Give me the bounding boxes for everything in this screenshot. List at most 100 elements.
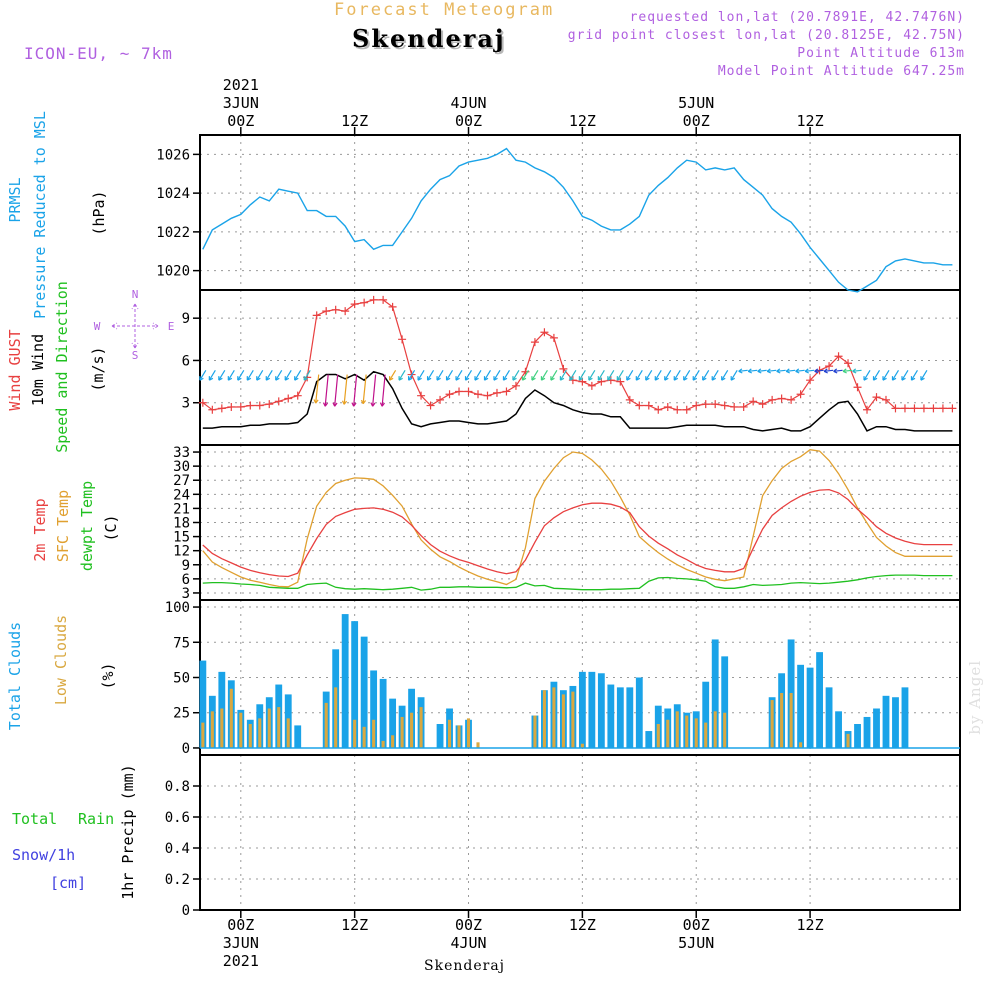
total-cloud-bar bbox=[892, 697, 899, 748]
gust-marker bbox=[217, 404, 226, 413]
wind-direction-arrow bbox=[313, 374, 320, 404]
gust-marker bbox=[530, 338, 539, 347]
low-cloud-bar bbox=[334, 687, 338, 748]
wind-arrow-shaft bbox=[417, 370, 425, 381]
low-cloud-bar bbox=[229, 688, 233, 748]
dewpt-line bbox=[202, 574, 953, 591]
wind-arrow-head bbox=[265, 376, 271, 381]
gust-marker bbox=[720, 401, 729, 410]
wind-direction-arrow bbox=[730, 370, 738, 381]
wind-direction-arrow bbox=[721, 370, 729, 381]
wind-arrow-shaft bbox=[721, 370, 729, 381]
gust-marker bbox=[293, 391, 302, 400]
wind-arrow-head bbox=[512, 376, 517, 381]
low-cloud-bar bbox=[362, 726, 366, 748]
label-pressure-msl: Pressure Reduced to MSL bbox=[31, 111, 49, 319]
gust-marker bbox=[825, 362, 834, 371]
xtick-label-bottom: 12Z bbox=[797, 916, 824, 934]
low-cloud-bar bbox=[248, 724, 252, 748]
total-cloud-bar bbox=[825, 687, 833, 748]
wind-arrow-head bbox=[863, 376, 868, 381]
wind-direction-arrow bbox=[616, 370, 624, 381]
wind-arrow-shaft bbox=[872, 370, 881, 381]
wind-arrow-head bbox=[721, 376, 726, 381]
low-cloud-bar bbox=[457, 725, 461, 748]
ytick-label-wind: 3 bbox=[182, 396, 190, 412]
gust-marker bbox=[417, 391, 426, 400]
wind-direction-arrow bbox=[407, 370, 416, 381]
model-altitude: Model Point Altitude 647.25m bbox=[717, 64, 965, 79]
wind-arrow-head bbox=[597, 376, 603, 381]
label-snow-unit: [cm] bbox=[50, 874, 86, 892]
xtick-label-top: 5JUN bbox=[678, 94, 714, 112]
wind-arrow-head bbox=[455, 376, 460, 381]
wind-direction-arrow bbox=[683, 370, 691, 381]
wind-arrow-shaft bbox=[910, 370, 918, 381]
compass-n: N bbox=[132, 288, 139, 301]
gust-marker bbox=[739, 402, 748, 411]
xtick-label-top: 00Z bbox=[455, 112, 482, 130]
wind-arrow-shaft bbox=[702, 370, 710, 381]
wind-arrow-head bbox=[550, 376, 555, 381]
low-cloud-bar bbox=[448, 719, 452, 748]
xtick-label-bottom: 4JUN bbox=[450, 934, 486, 952]
low-cloud-bar bbox=[675, 711, 679, 748]
wind-arrow-shaft bbox=[635, 370, 643, 381]
gust-marker bbox=[768, 395, 777, 404]
gust-marker bbox=[426, 401, 435, 410]
wind-arrow-shaft bbox=[275, 370, 283, 381]
wind-arrow-head bbox=[654, 376, 660, 381]
wind-arrow-shaft bbox=[607, 370, 615, 381]
ytick-label-temperature: 9 bbox=[182, 558, 190, 574]
wind-arrow-head bbox=[493, 376, 498, 381]
label-sfc-temp: SFC Temp bbox=[54, 490, 72, 562]
total-cloud-bar bbox=[635, 677, 643, 748]
wind-arrow-shaft bbox=[324, 374, 329, 407]
wind-direction-arrow bbox=[882, 370, 890, 381]
xtick-label-top: 2021 bbox=[223, 76, 259, 94]
wind-arrow-shaft bbox=[891, 370, 899, 381]
gust-marker bbox=[777, 394, 786, 403]
wind-arrow-shaft bbox=[833, 369, 843, 372]
total-cloud-bar bbox=[597, 673, 605, 748]
wind-direction-arrow bbox=[502, 370, 510, 381]
wind-direction-arrow bbox=[766, 368, 777, 374]
total-cloud-bar bbox=[645, 731, 653, 748]
wind-arrow-shaft bbox=[588, 370, 596, 381]
wind-arrow-head bbox=[303, 376, 309, 381]
low-cloud-bar bbox=[410, 712, 414, 748]
gust-marker bbox=[265, 400, 274, 409]
wind-arrow-head bbox=[332, 402, 338, 407]
wind-direction-arrow bbox=[351, 374, 358, 407]
wind-arrow-shaft bbox=[512, 370, 520, 381]
gust-marker bbox=[474, 390, 483, 399]
low-cloud-bar bbox=[286, 718, 290, 748]
wind-arrow-shaft bbox=[597, 370, 605, 381]
low-cloud-bar bbox=[466, 718, 471, 748]
wind-arrow-head bbox=[531, 376, 536, 381]
wind-arrow-shaft bbox=[673, 370, 681, 381]
wind-arrow-head bbox=[407, 376, 413, 381]
wind-arrow-shaft bbox=[334, 374, 339, 407]
total-cloud-bar bbox=[370, 670, 378, 748]
gust-marker bbox=[549, 333, 558, 342]
wind-direction-arrow bbox=[218, 370, 226, 381]
wind-direction-arrow bbox=[246, 370, 254, 381]
wind-direction-arrow bbox=[455, 370, 463, 381]
model-label: ICON-EU, ~ 7km bbox=[24, 44, 173, 63]
low-cloud-bar bbox=[400, 716, 404, 748]
low-cloud-bar bbox=[561, 694, 565, 748]
wind-arrow-shaft bbox=[362, 374, 367, 404]
ytick-label-clouds: 25 bbox=[173, 706, 190, 722]
xtick-label-bottom: 5JUN bbox=[678, 934, 714, 952]
label-prmsl: PRMSL bbox=[6, 177, 24, 222]
wind-arrow-shaft bbox=[294, 370, 302, 381]
wind-arrow-head bbox=[246, 376, 252, 381]
wind-arrow-shaft bbox=[645, 370, 653, 381]
wind-arrow-shaft bbox=[483, 370, 492, 381]
wind-arrow-head bbox=[645, 376, 650, 381]
wind-direction-arrow bbox=[398, 370, 406, 381]
gust-marker bbox=[711, 400, 720, 409]
